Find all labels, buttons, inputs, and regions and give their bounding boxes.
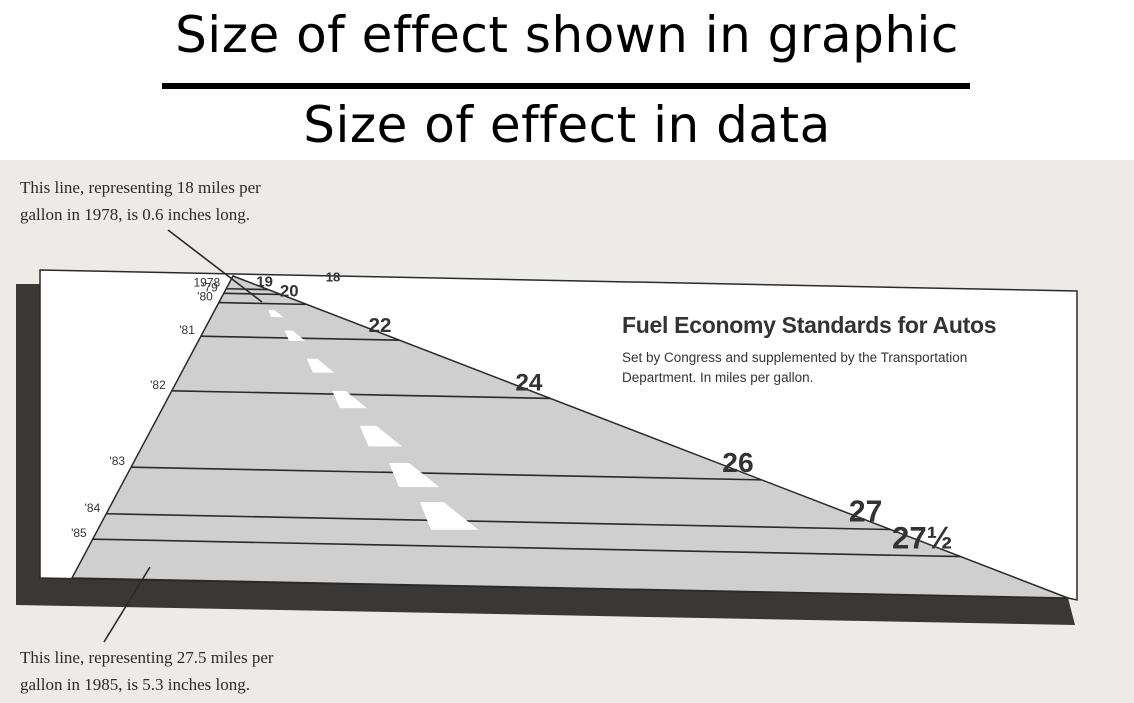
chart-subtitle: Set by Congress and supplemented by the … bbox=[622, 350, 968, 385]
value-label-7: 27½ bbox=[892, 521, 953, 556]
road-dash-3 bbox=[332, 390, 367, 409]
value-label-3: 22 bbox=[369, 314, 392, 337]
value-label-5: 26 bbox=[722, 446, 753, 478]
year-label-7: '85 bbox=[71, 526, 87, 540]
denominator-text: Size of effect in data bbox=[303, 96, 831, 154]
year-label-3: '81 bbox=[179, 323, 195, 337]
year-label-5: '83 bbox=[109, 454, 125, 468]
year-line-2 bbox=[218, 301, 307, 306]
road-dash-0 bbox=[268, 310, 284, 318]
year-line-6 bbox=[106, 512, 891, 531]
value-label-4: 24 bbox=[515, 369, 543, 396]
road-dash-2 bbox=[306, 358, 335, 373]
year-line-7 bbox=[92, 538, 961, 558]
annotation-top-pointer bbox=[167, 229, 263, 303]
ratio-header: Size of effect shown in graphic Size of … bbox=[0, 0, 1134, 160]
year-line-5 bbox=[131, 466, 762, 481]
annotation-bottom-pointer bbox=[103, 566, 151, 643]
fraction-bar bbox=[162, 83, 970, 89]
year-label-2: '80 bbox=[197, 290, 213, 304]
year-line-0 bbox=[226, 287, 269, 291]
year-label-1: '79 bbox=[202, 280, 218, 294]
value-label-6: 27 bbox=[849, 495, 882, 528]
road-dash-5 bbox=[388, 463, 440, 488]
numerator-text: Size of effect shown in graphic bbox=[175, 6, 959, 64]
year-label-0: 1978 bbox=[194, 276, 221, 290]
annotation-top: This line, representing 18 miles per gal… bbox=[20, 178, 261, 224]
value-label-0: 18 bbox=[326, 270, 340, 285]
road-dash-4 bbox=[359, 425, 403, 447]
year-line-4 bbox=[171, 390, 551, 400]
annotation-bottom: This line, representing 27.5 miles per g… bbox=[20, 648, 274, 694]
chart-title: Fuel Economy Standards for Autos bbox=[622, 312, 997, 338]
year-label-4: '82 bbox=[150, 378, 166, 392]
road-dash-1 bbox=[284, 330, 306, 342]
year-label-6: '84 bbox=[85, 501, 101, 515]
road-dash-6 bbox=[419, 502, 479, 530]
value-label-1: 19 bbox=[256, 274, 273, 290]
frame-shadow bbox=[16, 284, 1075, 625]
value-label-2: 20 bbox=[280, 281, 299, 300]
